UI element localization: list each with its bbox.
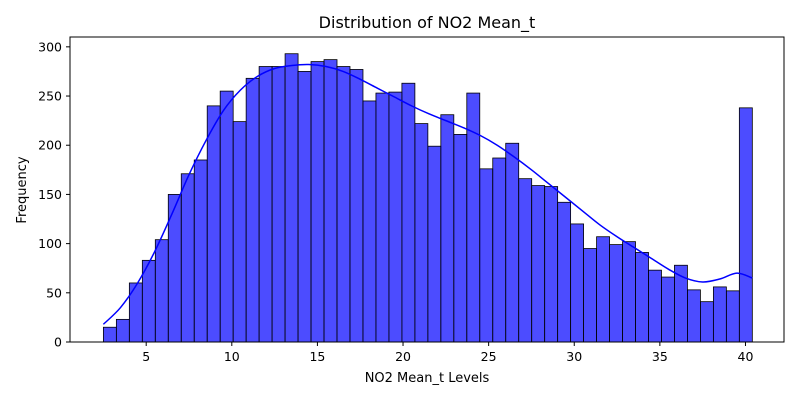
histogram-bar xyxy=(388,91,403,343)
x-tick-label: 20 xyxy=(395,349,411,364)
histogram-bar xyxy=(375,92,390,343)
histogram-bar xyxy=(245,77,260,343)
histogram-bar xyxy=(531,185,546,343)
y-tick-label: 150 xyxy=(38,187,62,202)
x-axis-ticks: 5 10 15 20 25 30 35 40 xyxy=(142,342,753,364)
histogram-bar xyxy=(271,66,286,343)
histogram-bar xyxy=(401,82,416,343)
histogram-bar xyxy=(687,289,701,343)
histogram-bar xyxy=(570,223,585,343)
histogram-bar xyxy=(609,244,623,343)
histogram-bar xyxy=(518,178,533,343)
histogram-bar xyxy=(596,236,610,343)
kde-curve xyxy=(102,63,753,325)
histogram-bar xyxy=(505,142,520,343)
histogram-bar xyxy=(336,66,351,343)
y-tick-label: 50 xyxy=(46,285,62,300)
histogram-bar xyxy=(725,290,740,343)
histogram-bar xyxy=(115,318,130,343)
histogram-bar xyxy=(492,157,507,343)
x-tick-label: 40 xyxy=(738,349,754,364)
y-tick-label: 250 xyxy=(38,89,62,104)
x-tick-label: 25 xyxy=(481,349,497,364)
histogram-bar xyxy=(349,69,364,343)
x-tick-label: 30 xyxy=(566,349,582,364)
histogram-bar xyxy=(479,168,494,343)
histogram-bar xyxy=(712,286,727,343)
histogram-bar xyxy=(323,59,338,343)
histogram-bar xyxy=(648,269,662,343)
histogram-bar xyxy=(310,61,325,343)
y-axis-ticks: 0 50 100 150 200 250 300 xyxy=(38,39,70,350)
histogram-bar xyxy=(180,173,195,343)
chart-title: Distribution of NO2 Mean_t xyxy=(319,13,536,33)
y-tick-label: 0 xyxy=(54,335,62,350)
y-axis-label: Frequency xyxy=(15,156,30,223)
histogram-bar xyxy=(102,326,117,343)
x-axis-label: NO2 Mean_t Levels xyxy=(365,371,490,386)
x-tick-label: 10 xyxy=(224,349,240,364)
histogram-bar xyxy=(635,252,649,343)
y-tick-label: 100 xyxy=(38,236,62,251)
histogram-bar xyxy=(193,159,208,343)
histogram-bar xyxy=(622,241,636,343)
histogram-bar xyxy=(557,201,572,343)
histogram-bar xyxy=(700,301,714,343)
y-tick-label: 200 xyxy=(38,138,62,153)
x-tick-label: 15 xyxy=(309,349,325,364)
histogram-bar xyxy=(284,53,299,343)
histogram-bar xyxy=(219,90,234,343)
histogram-bar xyxy=(154,239,169,343)
histogram-bar xyxy=(583,248,597,343)
x-tick-label: 5 xyxy=(142,349,150,364)
histogram-bar xyxy=(414,123,429,343)
histogram-bar xyxy=(453,134,468,343)
histogram-bar xyxy=(258,66,273,343)
x-tick-label: 35 xyxy=(652,349,668,364)
histogram-bar xyxy=(232,121,247,343)
plot-area-frame xyxy=(69,36,785,343)
y-tick-label: 300 xyxy=(38,39,62,54)
histogram-bar xyxy=(206,105,221,343)
histogram-bar xyxy=(661,276,675,343)
histogram-bar xyxy=(297,71,312,343)
histogram-bar xyxy=(362,100,377,343)
histogram-bar xyxy=(738,107,753,343)
histogram-bar xyxy=(427,145,442,343)
histogram-bar xyxy=(544,186,559,343)
histogram-bar xyxy=(440,114,455,343)
